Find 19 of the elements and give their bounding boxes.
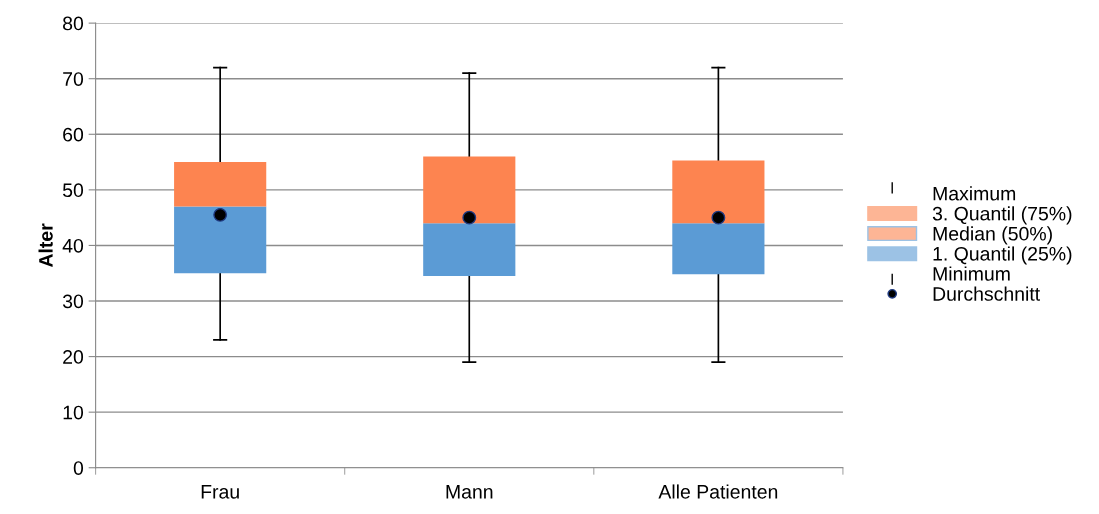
x-tick-label: Mann (446, 485, 493, 499)
y-tick-label: 40 (62, 238, 84, 253)
text: 3. Quantil (75%) (932, 206, 1072, 225)
text: 1. Quantil (25%) (933, 246, 1072, 265)
text: Durchschnitt (933, 286, 1040, 301)
text: Median (50%) (933, 226, 1052, 245)
y-tick-label: 0 (73, 461, 84, 475)
y-tick-label: 60 (63, 127, 84, 142)
x-tick-label: Frau (201, 485, 239, 499)
y-axis-title: Alter (38, 223, 53, 268)
x-tick-label: Alle Patienten (658, 484, 778, 499)
y-tick-label: 70 (63, 72, 84, 86)
y-tick-label: 50 (62, 183, 84, 198)
y-tick-label: 10 (63, 405, 84, 420)
y-tick-label: 30 (62, 294, 84, 309)
y-tick-label: 80 (63, 16, 84, 31)
text: Maximum (933, 186, 1016, 201)
y-tick-label: 20 (63, 350, 84, 364)
text: Minimum (933, 266, 1010, 281)
